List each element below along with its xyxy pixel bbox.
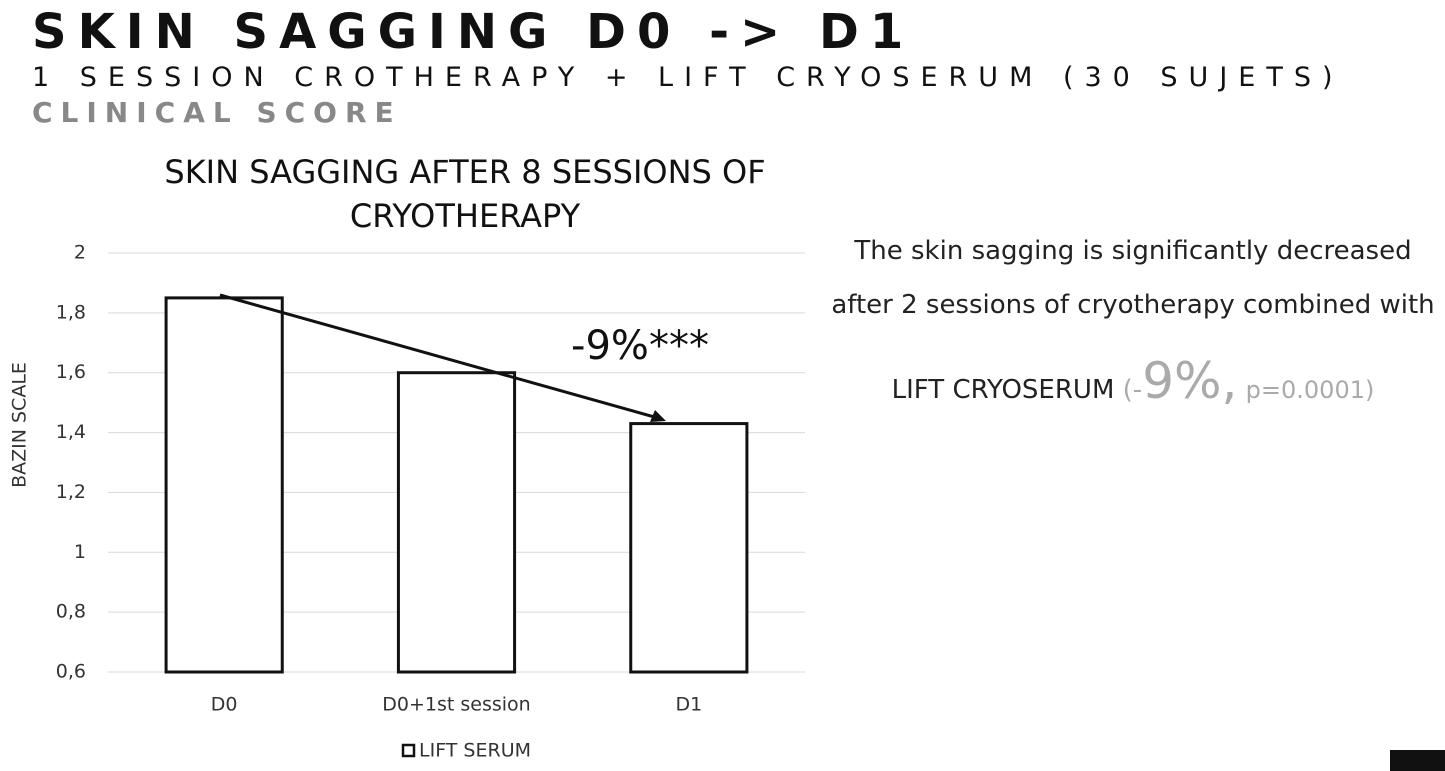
y-tick-label: 1,4 (56, 421, 86, 443)
y-tick-label: 1,6 (56, 361, 86, 383)
slide-title: SKIN SAGGING D0 -> D1 (32, 4, 915, 60)
bar (164, 296, 284, 674)
x-tick-label: D1 (675, 694, 702, 716)
legend-label: LIFT SERUM (419, 740, 531, 762)
p-value: p=0.0001) (1245, 376, 1375, 404)
y-axis-label: BAZIN SCALE (9, 362, 31, 488)
trend-arrow (219, 293, 659, 420)
note-line: after 2 sessions of cryotherapy combined… (831, 290, 1435, 320)
note-line: LIFT CRYOSERUM (-9%, p=0.0001) (820, 352, 1445, 410)
note-line: The skin sagging is significantly decrea… (854, 236, 1412, 266)
y-tick-label: 0,8 (56, 601, 86, 623)
bar (396, 371, 517, 674)
chart-title: SKIN SAGGING AFTER 8 SESSIONS OF CRYOTHE… (164, 153, 766, 235)
annotation: -9%*** (571, 323, 709, 369)
product: LIFT CRYOSERUM (891, 375, 1115, 405)
slide-subtitle: 1 SESSION CROTHERAPY + LIFT CRYOSERUM (3… (32, 62, 1344, 93)
y-tick-label: 1,2 (56, 481, 86, 503)
y-tick-label: 1,8 (56, 301, 86, 323)
legend-swatch (401, 743, 416, 758)
y-tick-label: 0,6 (56, 661, 86, 683)
x-tick-label: D0+1st session (382, 694, 530, 716)
plot: 0,6 0,8 1 1,2 1,4 1,6 1,8 2 D0 D0+1st session D1 LI… (56, 242, 805, 762)
arrow-head (650, 410, 666, 422)
corner-logo (1390, 750, 1445, 771)
bar (629, 422, 749, 674)
section-label: CLINICAL SCORE (32, 96, 402, 129)
y-tick-label: 1 (74, 541, 86, 563)
change: 9%, (1142, 352, 1238, 410)
paren: (- (1122, 375, 1143, 405)
y-tick-label: 2 (74, 242, 86, 264)
x-tick-label: D0 (211, 694, 238, 716)
